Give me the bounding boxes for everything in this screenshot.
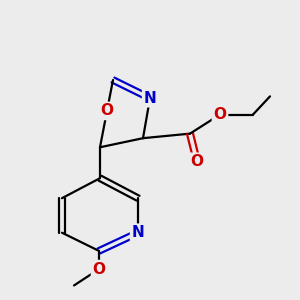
Text: N: N [144,91,156,106]
Text: O: O [100,103,113,118]
Text: O: O [190,154,203,169]
Text: O: O [92,262,106,277]
Text: O: O [214,107,226,122]
Text: N: N [132,225,144,240]
